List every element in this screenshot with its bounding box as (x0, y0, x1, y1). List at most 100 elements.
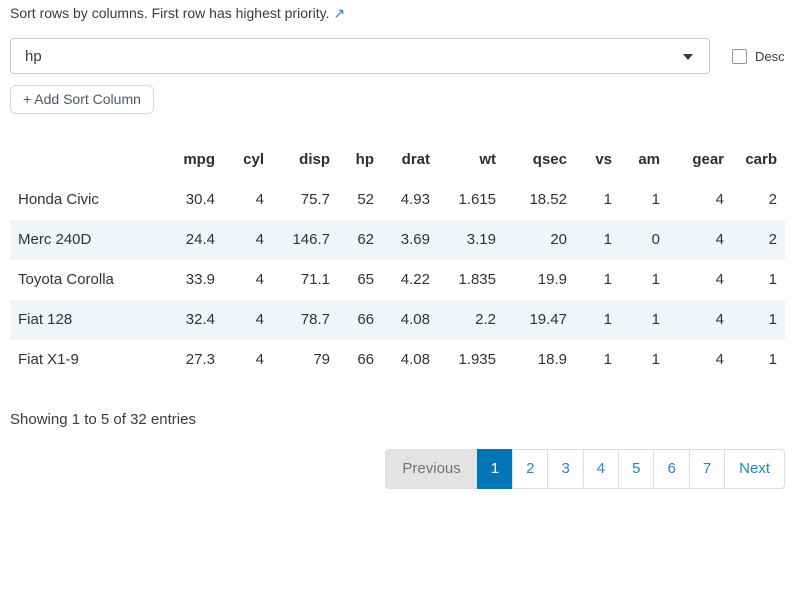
table-cell: 1 (651, 191, 660, 208)
row-name-cell: Fiat X1-9 (18, 351, 79, 368)
table-cell: 1 (768, 271, 777, 288)
external-link-arrow-icon[interactable]: ↗ (333, 5, 346, 21)
desc-checkbox[interactable] (732, 48, 747, 64)
table-cell: 3.69 (400, 231, 430, 248)
table-cell: 1.935 (458, 351, 496, 368)
table-header-row: mpg cyl disp hp drat wt qsec vs am gear … (10, 140, 785, 180)
table-cell: 3.19 (466, 231, 496, 248)
pagination-page-button[interactable]: 5 (618, 449, 655, 489)
table-row[interactable]: Merc 240D 24.4 4 146.7 62 3.69 3.19 20 1… (10, 220, 785, 260)
table-cell: 4 (715, 351, 724, 368)
sort-column-select-value: hp (25, 47, 42, 65)
sort-column-select[interactable]: hp (10, 38, 710, 74)
table-cell: 1 (651, 351, 660, 368)
pagination-page-button[interactable]: 2 (512, 449, 549, 489)
row-name-cell: Honda Civic (18, 191, 99, 208)
table-cell: 4 (715, 271, 724, 288)
pagination: Previous 1 2 3 4 5 6 7 Next (385, 449, 785, 489)
desc-checkbox-label[interactable]: Desc (755, 48, 785, 64)
column-header: mpg (183, 151, 215, 168)
column-header: cyl (243, 151, 264, 168)
intro-text-label: Sort rows by columns. First row has high… (10, 5, 330, 21)
table-row[interactable]: Honda Civic 30.4 4 75.7 52 4.93 1.615 18… (10, 180, 785, 220)
table-cell: 27.3 (185, 351, 215, 368)
table-cell: 146.7 (292, 231, 330, 248)
table-cell: 2 (768, 191, 777, 208)
add-sort-column-button[interactable]: + Add Sort Column (10, 85, 154, 114)
column-header: qsec (532, 151, 567, 168)
row-name-cell: Fiat 128 (18, 311, 73, 328)
pagination-page-button[interactable]: 3 (547, 449, 584, 489)
table-cell: 1 (603, 351, 612, 368)
table-cell: 4 (255, 311, 264, 328)
table-cell: 66 (357, 311, 374, 328)
pagination-page-button[interactable]: 7 (688, 449, 726, 489)
column-header: disp (299, 151, 330, 168)
row-name-cell: Toyota Corolla (18, 271, 114, 288)
pagination-page-button[interactable]: 1 (476, 449, 514, 489)
pagination-page-button[interactable]: 6 (653, 449, 690, 489)
table-cell: 32.4 (185, 311, 215, 328)
table-cell: 65 (357, 271, 374, 288)
column-header: hp (355, 151, 374, 168)
desc-checkbox-group: Desc (732, 48, 785, 64)
table-cell: 19.9 (537, 271, 567, 288)
table-cell: 66 (357, 351, 374, 368)
table-cell: 1.835 (458, 271, 496, 288)
table-cell: 1 (603, 311, 612, 328)
row-name-cell: Merc 240D (18, 231, 92, 248)
table-cell: 33.9 (185, 271, 215, 288)
column-header: carb (745, 151, 777, 168)
column-header: vs (595, 151, 612, 168)
pagination-container: Previous 1 2 3 4 5 6 7 Next (10, 449, 785, 489)
table-cell: 4.93 (400, 191, 430, 208)
table-cell: 4 (255, 351, 264, 368)
table-cell: 30.4 (185, 191, 215, 208)
table-cell: 52 (357, 191, 374, 208)
table-row[interactable]: Toyota Corolla 33.9 4 71.1 65 4.22 1.835… (10, 260, 785, 300)
column-header: drat (401, 151, 430, 168)
table-cell: 2 (768, 231, 777, 248)
table-row[interactable]: Fiat 128 32.4 4 78.7 66 4.08 2.2 19.47 1… (10, 300, 785, 340)
table-cell: 24.4 (185, 231, 215, 248)
table-info: Showing 1 to 5 of 32 entries (10, 411, 196, 428)
sort-controls-row: hp Desc (10, 38, 790, 74)
table-cell: 78.7 (300, 311, 330, 328)
table-cell: 4.08 (400, 351, 430, 368)
column-header: am (638, 151, 660, 168)
table-cell: 2.2 (475, 311, 496, 328)
table-cell: 4 (255, 191, 264, 208)
table-cell: 62 (357, 231, 374, 248)
table-cell: 1 (603, 191, 612, 208)
pagination-page-button[interactable]: 4 (582, 449, 620, 489)
table-cell: 4 (715, 191, 724, 208)
table-cell: 1 (651, 271, 660, 288)
table-cell: 0 (651, 231, 660, 248)
table-cell: 4 (715, 231, 724, 248)
previous-button[interactable]: Previous (385, 449, 478, 489)
table-cell: 1 (651, 311, 660, 328)
table-cell: 79 (313, 351, 330, 368)
table-cell: 1 (603, 231, 612, 248)
table-cell: 1 (768, 311, 777, 328)
table-cell: 1.615 (458, 191, 496, 208)
table-cell: 19.47 (529, 311, 567, 328)
chevron-down-icon (683, 54, 693, 60)
next-button[interactable]: Next (724, 449, 785, 489)
intro-text: Sort rows by columns. First row has high… (10, 5, 790, 22)
table-cell: 1 (768, 351, 777, 368)
table-cell: 18.9 (537, 351, 567, 368)
table-cell: 1 (603, 271, 612, 288)
table-cell: 4 (255, 231, 264, 248)
table-cell: 4.08 (400, 311, 430, 328)
table-row[interactable]: Fiat X1-9 27.3 4 79 66 4.08 1.935 18.9 1… (10, 340, 785, 380)
table-cell: 4.22 (400, 271, 430, 288)
page: Sort rows by columns. First row has high… (10, 5, 790, 489)
table-cell: 4 (255, 271, 264, 288)
table-cell: 71.1 (300, 271, 330, 288)
data-table: mpg cyl disp hp drat wt qsec vs am gear … (10, 140, 785, 380)
table-cell: 18.52 (529, 191, 567, 208)
column-header: wt (479, 151, 496, 168)
row-name-column-header (10, 140, 160, 180)
table-cell: 20 (550, 231, 567, 248)
